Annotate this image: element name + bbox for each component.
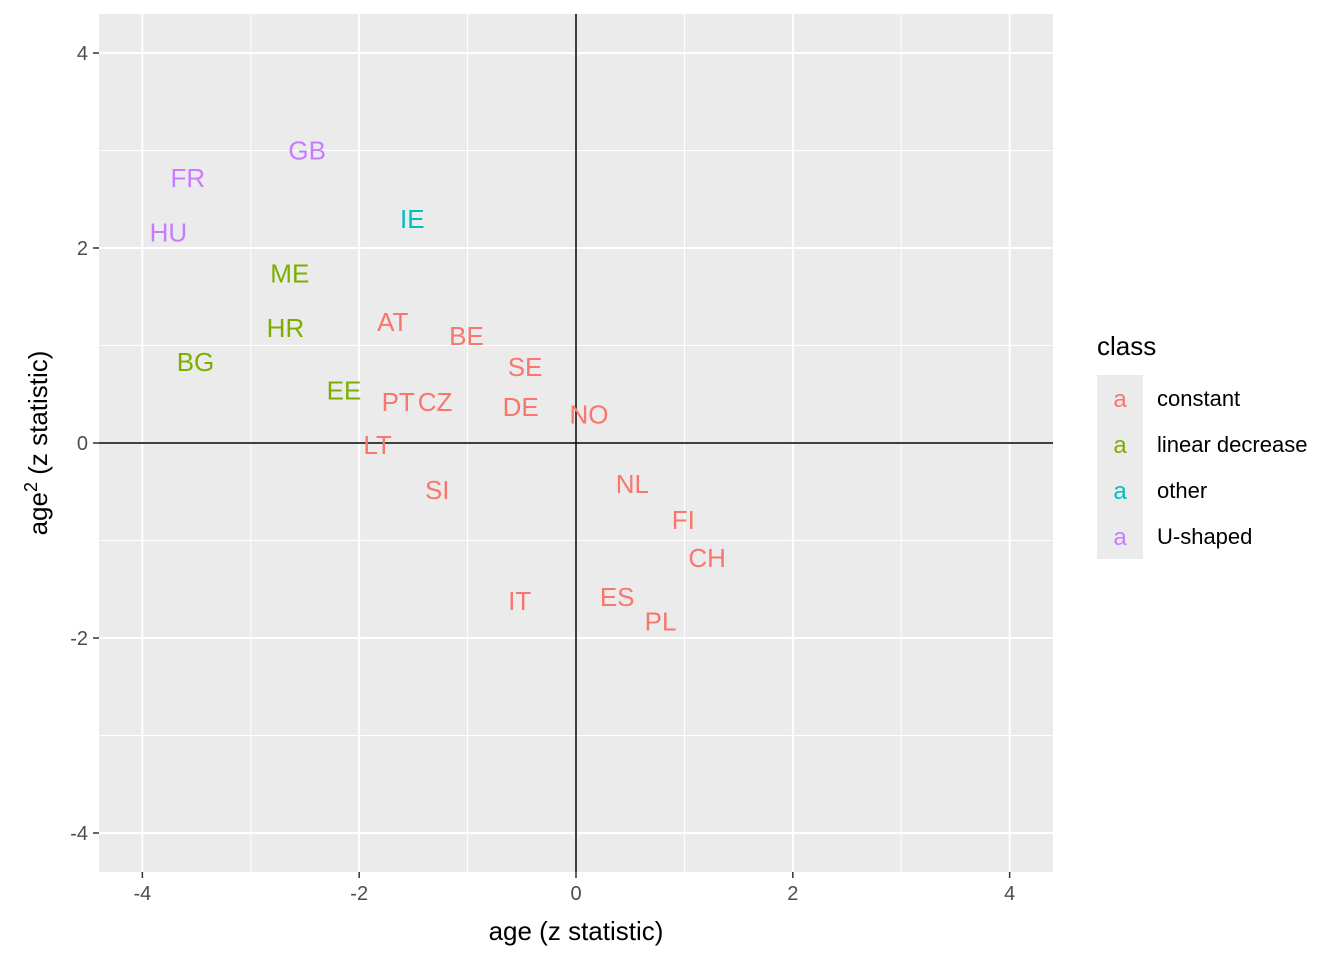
- point-label-si: SI: [425, 475, 450, 505]
- point-label-nl: NL: [616, 469, 649, 499]
- x-tick-label: 0: [570, 883, 581, 905]
- legend: class a constant a linear decrease a other a U-…: [1097, 331, 1307, 559]
- legend-entry-label: U-shaped: [1157, 524, 1252, 549]
- legend-key-background: [1097, 513, 1143, 559]
- y-axis-title: age2 (z statistic): [21, 351, 53, 536]
- legend-key-glyph: a: [1113, 432, 1127, 459]
- x-tick-label: 2: [787, 883, 798, 905]
- point-label-fi: FI: [672, 505, 695, 535]
- legend-entry-label: constant: [1157, 386, 1240, 411]
- point-label-es: ES: [600, 582, 635, 612]
- y-tick-label: -2: [70, 628, 88, 650]
- point-label-de: DE: [503, 392, 539, 422]
- y-axis-title-rest: (z statistic): [23, 351, 53, 482]
- y-tick-label: 2: [77, 238, 88, 260]
- point-label-it: IT: [508, 586, 531, 616]
- y-axis-title-base: age: [23, 492, 53, 535]
- y-tick-label: 0: [77, 433, 88, 455]
- point-label-ch: CH: [688, 543, 726, 573]
- point-label-me: ME: [270, 258, 309, 288]
- x-tick-label: -4: [133, 883, 151, 905]
- legend-title: class: [1097, 331, 1156, 361]
- y-axis: -4 -2 0 2 4: [70, 43, 99, 845]
- point-labels: GB FR HU IE ME HR BG EE AT BE SE PT CZ DE NO LT SI NL FI CH…: [150, 136, 726, 637]
- point-label-hr: HR: [267, 313, 305, 343]
- reference-lines: [99, 14, 1053, 872]
- point-label-pl: PL: [645, 606, 677, 636]
- point-label-lt: LT: [363, 430, 392, 460]
- point-label-ee: EE: [327, 375, 362, 405]
- point-label-fr: FR: [171, 163, 206, 193]
- point-label-no: NO: [570, 400, 609, 430]
- legend-key-glyph: a: [1113, 524, 1127, 551]
- point-label-at: AT: [377, 307, 408, 337]
- legend-entry-label: linear decrease: [1157, 432, 1307, 457]
- legend-key-glyph: a: [1113, 386, 1127, 413]
- legend-entry-label: other: [1157, 478, 1207, 503]
- legend-key-glyph: a: [1113, 478, 1127, 505]
- point-label-pt: PT: [382, 387, 415, 417]
- x-axis-title: age (z statistic): [489, 916, 664, 946]
- x-tick-label: 4: [1004, 883, 1015, 905]
- legend-key-background: [1097, 375, 1143, 421]
- point-label-se: SE: [508, 352, 543, 382]
- point-label-cz: CZ: [418, 387, 453, 417]
- x-axis: -4 -2 0 2 4: [133, 872, 1015, 905]
- point-label-hu: HU: [150, 217, 188, 247]
- point-label-ie: IE: [400, 204, 425, 234]
- x-tick-label: -2: [350, 883, 368, 905]
- point-label-be: BE: [449, 321, 484, 351]
- point-label-bg: BG: [177, 347, 215, 377]
- y-tick-label: 4: [77, 43, 88, 65]
- y-tick-label: -4: [70, 823, 88, 845]
- point-label-gb: GB: [288, 136, 326, 166]
- legend-key-background: [1097, 421, 1143, 467]
- legend-key-background: [1097, 467, 1143, 513]
- y-axis-title-superscript: 2: [21, 482, 41, 492]
